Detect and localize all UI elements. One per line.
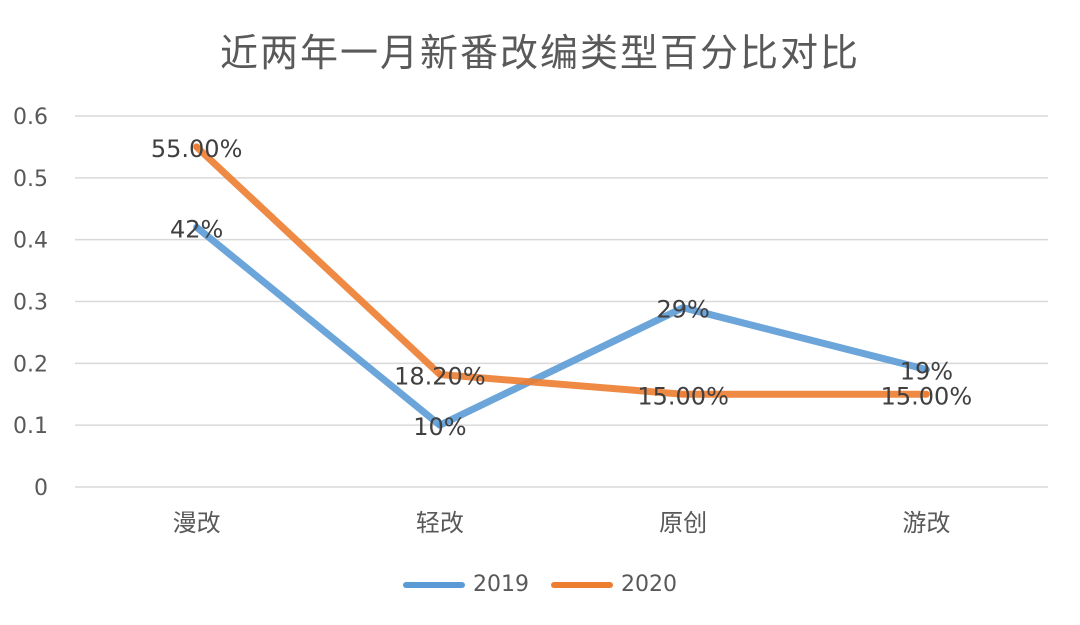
legend-item-2019[interactable]: 2019 (403, 572, 529, 597)
x-axis-ticks: 漫改 轻改 原创 游改 (173, 509, 951, 537)
legend-label-2019: 2019 (473, 572, 529, 597)
data-point-2020 (436, 371, 443, 378)
data-label-2020: 15.00% (881, 382, 973, 410)
series-line-2020 (193, 143, 930, 398)
series-lines (193, 143, 930, 429)
y-tick-label: 0.3 (13, 291, 48, 316)
y-tick-label: 0.4 (13, 229, 48, 254)
chart-title: 近两年一月新番改编类型百分比对比 (219, 31, 860, 75)
legend-item-2020[interactable]: 2020 (551, 572, 677, 597)
data-label-2019: 19% (900, 358, 953, 386)
data-label-2019: 10% (413, 413, 466, 441)
x-tick-label: 原创 (659, 509, 707, 537)
x-tick-label: 游改 (902, 509, 950, 537)
y-tick-label: 0.6 (13, 105, 48, 130)
y-tick-label: 0.2 (13, 352, 48, 377)
data-point-2019 (680, 304, 687, 311)
data-labels: 42% 10% 29% 19% 55.00% 18.20% 15.00% 15.00% (151, 135, 972, 441)
x-tick-label: 轻改 (416, 509, 464, 537)
y-tick-label: 0.1 (13, 414, 48, 439)
data-label-2020: 55.00% (151, 135, 243, 163)
legend-swatch-2020 (551, 581, 613, 588)
series-line-2019 (193, 223, 930, 429)
data-point-2020 (680, 391, 687, 398)
y-axis-ticks: 0 0.1 0.2 0.3 0.4 0.5 0.6 (13, 105, 48, 501)
data-point-2019 (436, 422, 443, 429)
data-point-2020 (923, 391, 930, 398)
legend-label-2020: 2020 (621, 572, 677, 597)
legend: 2019 2020 (0, 572, 1080, 597)
data-point-2019 (923, 366, 930, 373)
data-point-2020 (193, 143, 200, 150)
data-label-2019: 42% (170, 215, 223, 243)
x-tick-label: 漫改 (173, 509, 221, 537)
data-label-2019: 29% (656, 296, 709, 324)
y-tick-label: 0.5 (13, 167, 48, 192)
legend-swatch-2019 (403, 581, 465, 588)
data-point-2019 (193, 224, 200, 231)
y-tick-label: 0 (34, 476, 48, 501)
data-label-2020: 15.00% (637, 382, 729, 410)
data-label-2020: 18.20% (394, 362, 486, 390)
